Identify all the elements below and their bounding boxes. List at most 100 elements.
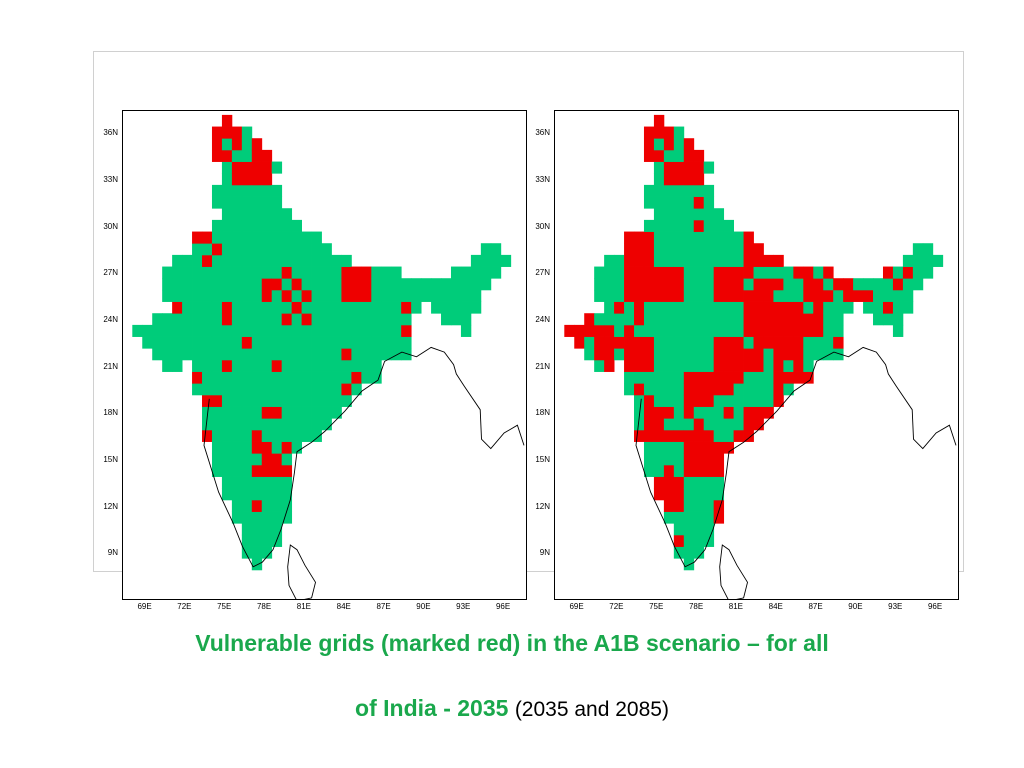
safe-grid-cell bbox=[321, 313, 332, 326]
safe-grid-cell bbox=[241, 278, 253, 291]
safe-grid-cell bbox=[703, 523, 715, 536]
vulnerable-grid-cell bbox=[773, 371, 784, 384]
safe-grid-cell bbox=[211, 254, 223, 267]
safe-grid-cell bbox=[643, 464, 655, 477]
vulnerable-grid-cell bbox=[733, 348, 744, 361]
safe-grid-cell bbox=[480, 243, 492, 256]
safe-grid-cell bbox=[683, 289, 695, 302]
vulnerable-grid-cell bbox=[604, 348, 615, 361]
lon-tick-label: 93E bbox=[888, 602, 903, 611]
safe-grid-cell bbox=[211, 383, 223, 396]
lon-tick-label: 87E bbox=[808, 602, 823, 611]
map-panel-2035 bbox=[122, 110, 527, 600]
vulnerable-grid-cell bbox=[793, 348, 804, 361]
safe-grid-cell bbox=[231, 254, 243, 267]
safe-grid-cell bbox=[594, 313, 605, 326]
safe-grid-cell bbox=[450, 289, 462, 302]
safe-grid-cell bbox=[241, 348, 253, 361]
vulnerable-grid-cell bbox=[271, 406, 283, 419]
safe-grid-cell bbox=[902, 254, 914, 267]
vulnerable-grid-cell bbox=[773, 313, 784, 326]
vulnerable-grid-cell bbox=[882, 301, 894, 314]
safe-grid-cell bbox=[653, 313, 665, 326]
safe-grid-cell bbox=[683, 324, 695, 337]
lon-tick-label: 90E bbox=[848, 602, 863, 611]
safe-grid-cell bbox=[490, 266, 502, 279]
safe-grid-cell bbox=[683, 208, 695, 221]
safe-grid-cell bbox=[291, 348, 302, 361]
vulnerable-grid-cell bbox=[624, 324, 635, 337]
safe-grid-cell bbox=[301, 324, 312, 337]
safe-grid-cell bbox=[663, 441, 675, 454]
safe-grid-cell bbox=[251, 301, 263, 314]
safe-grid-cell bbox=[783, 278, 794, 291]
vulnerable-grid-cell bbox=[703, 429, 715, 442]
safe-grid-cell bbox=[371, 301, 382, 314]
safe-grid-cell bbox=[162, 348, 173, 361]
safe-grid-cell bbox=[713, 219, 725, 232]
safe-grid-cell bbox=[321, 289, 332, 302]
vulnerable-grid-cell bbox=[693, 441, 705, 454]
safe-grid-cell bbox=[231, 243, 243, 256]
safe-grid-cell bbox=[743, 278, 754, 291]
safe-grid-cell bbox=[261, 336, 273, 349]
safe-grid-cell bbox=[823, 336, 834, 349]
safe-grid-cell bbox=[261, 359, 273, 372]
vulnerable-grid-cell bbox=[693, 418, 705, 431]
vulnerable-grid-cell bbox=[713, 359, 725, 372]
vulnerable-grid-cell bbox=[221, 359, 233, 372]
safe-grid-cell bbox=[693, 324, 705, 337]
safe-grid-cell bbox=[311, 301, 322, 314]
vulnerable-grid-cell bbox=[793, 324, 804, 337]
safe-grid-cell bbox=[301, 254, 312, 267]
safe-grid-cell bbox=[271, 441, 283, 454]
safe-grid-cell bbox=[291, 324, 302, 337]
vulnerable-grid-cell bbox=[733, 278, 744, 291]
safe-grid-cell bbox=[251, 488, 263, 501]
safe-grid-cell bbox=[470, 301, 482, 314]
safe-grid-cell bbox=[291, 383, 302, 396]
vulnerable-grid-cell bbox=[723, 336, 734, 349]
safe-grid-cell bbox=[301, 359, 312, 372]
safe-grid-cell bbox=[221, 231, 233, 244]
safe-grid-cell bbox=[361, 336, 372, 349]
vulnerable-grid-cell bbox=[401, 324, 412, 337]
safe-grid-cell bbox=[673, 184, 685, 197]
safe-grid-cell bbox=[271, 429, 283, 442]
safe-grid-cell bbox=[271, 266, 283, 279]
safe-grid-cell bbox=[241, 488, 253, 501]
vulnerability-grid bbox=[564, 114, 944, 571]
safe-grid-cell bbox=[241, 476, 253, 489]
safe-grid-cell bbox=[693, 546, 705, 559]
safe-grid-cell bbox=[231, 441, 243, 454]
safe-grid-cell bbox=[261, 523, 273, 536]
vulnerable-grid-cell bbox=[663, 499, 675, 512]
safe-grid-cell bbox=[594, 278, 605, 291]
safe-grid-cell bbox=[231, 196, 243, 209]
vulnerable-grid-cell bbox=[261, 173, 273, 186]
safe-grid-cell bbox=[873, 301, 884, 314]
safe-grid-cell bbox=[371, 359, 382, 372]
vulnerable-grid-cell bbox=[261, 149, 273, 162]
safe-grid-cell bbox=[251, 383, 263, 396]
vulnerable-grid-cell bbox=[634, 301, 645, 314]
safe-grid-cell bbox=[311, 289, 322, 302]
safe-grid-cell bbox=[863, 278, 874, 291]
vulnerable-grid-cell bbox=[683, 406, 695, 419]
safe-grid-cell bbox=[231, 266, 243, 279]
safe-grid-cell bbox=[261, 184, 273, 197]
safe-grid-cell bbox=[673, 406, 685, 419]
safe-grid-cell bbox=[261, 243, 273, 256]
safe-grid-cell bbox=[653, 138, 665, 151]
vulnerable-grid-cell bbox=[743, 324, 754, 337]
lon-tick-label: 84E bbox=[768, 602, 783, 611]
safe-grid-cell bbox=[391, 336, 402, 349]
safe-grid-cell bbox=[470, 266, 482, 279]
safe-grid-cell bbox=[683, 534, 695, 547]
vulnerable-grid-cell bbox=[643, 254, 655, 267]
vulnerable-grid-cell bbox=[783, 371, 794, 384]
safe-grid-cell bbox=[763, 359, 774, 372]
safe-grid-cell bbox=[211, 464, 223, 477]
safe-grid-cell bbox=[703, 219, 715, 232]
safe-grid-cell bbox=[152, 348, 163, 361]
